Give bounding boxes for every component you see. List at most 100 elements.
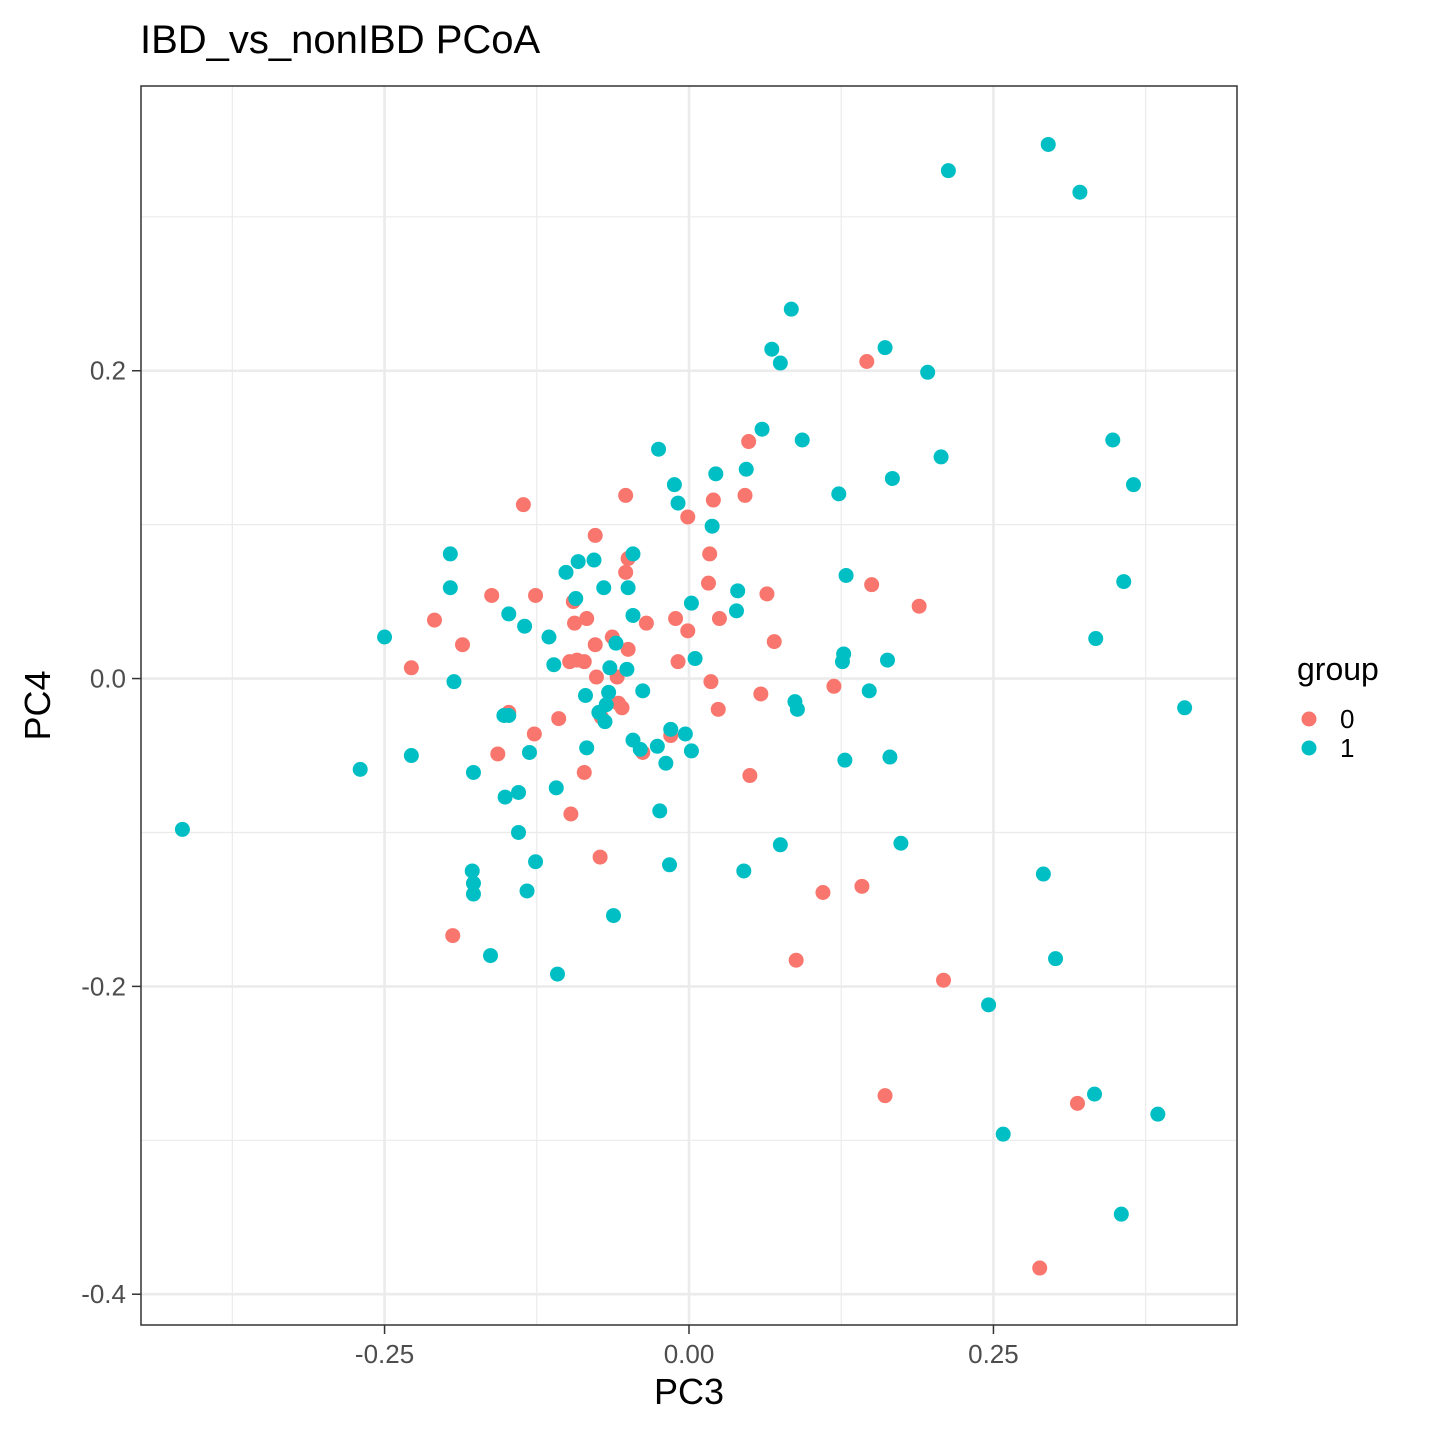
- data-point-group-1: [920, 364, 936, 380]
- series-group-1: [174, 136, 1193, 1222]
- data-point-group-0: [700, 575, 716, 591]
- data-point-group-0: [576, 764, 592, 780]
- y-axis-ticks: -0.4 -0.2 0.0 0.2: [81, 356, 141, 1309]
- data-point-group-1: [837, 752, 853, 768]
- data-point-group-0: [618, 564, 634, 580]
- data-point-group-1: [652, 803, 668, 819]
- data-point-group-0: [454, 637, 470, 653]
- data-point-group-0: [680, 509, 696, 525]
- data-point-group-0: [815, 885, 831, 901]
- data-point-group-1: [511, 824, 527, 840]
- data-point-group-1: [683, 595, 699, 611]
- data-point-group-1: [558, 564, 574, 580]
- data-point-group-0: [680, 623, 696, 639]
- y-tick-label: 0.2: [90, 356, 126, 386]
- data-point-group-1: [442, 546, 458, 562]
- data-point-group-1: [619, 661, 635, 677]
- legend-items: 01: [1301, 704, 1354, 763]
- legend-label-1: 1: [1340, 733, 1354, 763]
- data-point-group-1: [658, 755, 674, 771]
- data-point-group-1: [789, 701, 805, 717]
- data-point-group-0: [592, 849, 608, 865]
- data-point-group-0: [936, 972, 952, 988]
- data-point-group-0: [588, 669, 604, 685]
- data-point-group-1: [501, 606, 517, 622]
- data-point-group-0: [859, 354, 875, 370]
- data-point-group-1: [884, 470, 900, 486]
- data-point-group-0: [587, 637, 603, 653]
- data-point-group-1: [579, 740, 595, 756]
- data-point-group-0: [1032, 1260, 1048, 1276]
- data-point-group-0: [567, 615, 583, 631]
- data-point-group-0: [711, 611, 727, 627]
- data-point-group-1: [704, 518, 720, 534]
- data-point-group-1: [465, 875, 481, 891]
- data-point-group-1: [541, 629, 557, 645]
- data-point-group-1: [772, 355, 788, 371]
- data-point-group-1: [677, 726, 693, 742]
- data-point-group-0: [484, 587, 500, 603]
- data-point-group-1: [940, 163, 956, 179]
- data-point-group-1: [546, 657, 562, 673]
- data-point-group-1: [568, 591, 584, 607]
- data-point-group-1: [728, 603, 744, 619]
- data-point-group-1: [608, 635, 624, 651]
- data-point-group-1: [933, 449, 949, 465]
- data-point-group-1: [528, 854, 544, 870]
- data-point-group-1: [995, 1126, 1011, 1142]
- data-point-group-1: [620, 580, 636, 596]
- data-point-group-0: [759, 586, 775, 602]
- x-axis-ticks: -0.25 0.00 0.25: [355, 1325, 1019, 1369]
- data-point-group-0: [528, 587, 544, 603]
- data-point-group-0: [737, 487, 753, 503]
- y-tick-label: -0.4: [81, 1279, 126, 1309]
- data-point-group-1: [446, 674, 462, 690]
- data-point-group-1: [1072, 184, 1088, 200]
- data-point-group-0: [702, 546, 718, 562]
- legend-title: group: [1297, 651, 1379, 687]
- data-point-group-0: [426, 612, 442, 628]
- data-point-group-1: [861, 683, 877, 699]
- data-point-group-1: [1125, 477, 1141, 493]
- data-points: [174, 136, 1193, 1276]
- data-point-group-0: [551, 711, 567, 727]
- chart-title: IBD_vs_nonIBD PCoA: [140, 18, 541, 62]
- data-point-group-1: [625, 607, 641, 623]
- data-point-group-1: [602, 660, 618, 676]
- data-point-group-0: [515, 497, 531, 513]
- data-point-group-1: [570, 554, 586, 570]
- data-point-group-1: [586, 552, 602, 568]
- data-point-group-1: [521, 744, 537, 760]
- data-point-group-1: [517, 618, 533, 634]
- data-point-group-0: [710, 701, 726, 717]
- data-point-group-1: [352, 761, 368, 777]
- data-point-group-1: [1105, 432, 1121, 448]
- data-point-group-1: [1048, 951, 1064, 967]
- data-point-group-1: [708, 466, 724, 482]
- data-point-group-1: [772, 837, 788, 853]
- data-point-group-1: [1088, 631, 1104, 647]
- data-point-group-0: [526, 726, 542, 742]
- data-point-group-0: [445, 928, 461, 944]
- data-point-group-1: [596, 580, 612, 596]
- data-point-group-0: [490, 746, 506, 762]
- data-point-group-1: [1150, 1106, 1166, 1122]
- data-point-group-1: [877, 340, 893, 356]
- y-axis-title: PC4: [17, 670, 58, 740]
- data-point-group-1: [893, 835, 909, 851]
- data-point-group-1: [1116, 574, 1132, 590]
- data-point-group-1: [465, 886, 481, 902]
- x-axis-title: PC3: [654, 1371, 724, 1412]
- data-point-group-1: [548, 780, 564, 796]
- data-point-group-1: [670, 495, 686, 511]
- data-point-group-0: [563, 806, 579, 822]
- data-point-group-0: [403, 660, 419, 676]
- data-point-group-1: [549, 966, 565, 982]
- y-tick-label: 0.0: [90, 664, 126, 694]
- data-point-group-1: [635, 683, 651, 699]
- data-point-group-1: [601, 684, 617, 700]
- data-point-group-1: [649, 738, 665, 754]
- data-point-group-0: [703, 674, 719, 690]
- data-point-group-1: [483, 948, 499, 964]
